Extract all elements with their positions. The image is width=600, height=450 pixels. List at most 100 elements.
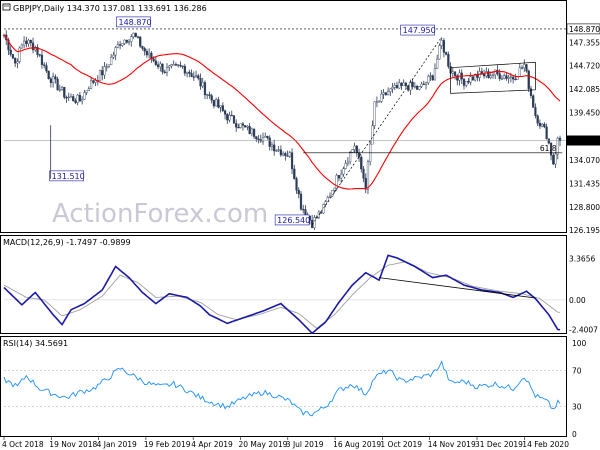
- rsi-line-layer: [3, 360, 566, 417]
- price-candle-body: [391, 87, 394, 90]
- x-tick-label: 4 Jan 2019: [97, 440, 137, 449]
- price-candle-body: [206, 94, 209, 96]
- price-candle-body: [482, 74, 486, 77]
- price-candle-body: [353, 145, 356, 150]
- price-candle-body: [547, 138, 550, 144]
- price-tick-label: 128.800: [569, 203, 600, 212]
- price-candle-body: [326, 197, 329, 202]
- price-candle-body: [467, 80, 470, 83]
- price-candle-body: [156, 64, 160, 68]
- rsi-tick-label: 30: [572, 403, 582, 412]
- price-candle-body: [429, 75, 432, 77]
- x-tick-label: 20 May 2019: [239, 440, 288, 449]
- price-candle-body: [208, 94, 211, 96]
- price-candle-body: [49, 78, 52, 83]
- rsi-tick-label: 70: [572, 366, 582, 375]
- price-candle-body: [81, 99, 84, 102]
- price-candle-body: [232, 115, 236, 124]
- price-candle-body: [384, 92, 387, 95]
- price-candle-body: [72, 96, 75, 102]
- price-candle-body: [244, 125, 247, 128]
- price-candle-body: [538, 122, 542, 127]
- price-candle-body: [471, 76, 475, 81]
- price-header-label: GBPJPY,Daily 134.370 137.081 133.691 136…: [13, 4, 207, 13]
- price-candle-body: [152, 58, 155, 62]
- price-candle-body: [420, 83, 423, 87]
- price-candle-body: [266, 136, 269, 139]
- price-candle-body: [344, 163, 347, 169]
- fib-projection-line: [311, 36, 442, 225]
- price-candle-body: [134, 32, 137, 37]
- price-candle-body: [422, 83, 425, 85]
- price-candle-body: [523, 64, 526, 69]
- price-level-box: [274, 214, 310, 226]
- price-annotations-layer: 148.870 147.950 131.510 126.540 61.8: [4, 16, 566, 226]
- price-candle-body: [47, 70, 50, 79]
- macd-tick-label: 0.00: [569, 296, 586, 305]
- price-candle-body: [163, 71, 166, 73]
- price-candle-body: [159, 63, 162, 68]
- price-candle-body: [83, 92, 86, 100]
- price-candle-body: [453, 71, 457, 76]
- price-candle-body: [87, 88, 90, 92]
- price-candle-body: [43, 64, 46, 66]
- price-candle-body: [400, 82, 403, 86]
- price-candle-body: [360, 156, 363, 170]
- price-candle-body: [427, 76, 430, 84]
- price-candle-body: [319, 211, 323, 214]
- price-candle-body: [469, 76, 472, 83]
- watermark-text: ActionForex.com: [52, 199, 268, 229]
- price-candle-body: [186, 71, 189, 74]
- price-candle-body: [349, 151, 352, 163]
- price-candle-body: [438, 45, 441, 60]
- price-header-icon: [2, 3, 11, 11]
- price-candle-body: [14, 57, 17, 64]
- price-candle-body: [328, 195, 332, 198]
- price-candle-body: [534, 107, 537, 116]
- price-candle-body: [145, 50, 149, 56]
- price-candle-body: [264, 136, 267, 138]
- price-candle-body: [378, 101, 381, 103]
- price-candle-body: [58, 89, 61, 91]
- price-candle-body: [545, 126, 548, 139]
- price-candle-body: [404, 82, 408, 87]
- price-candle-body: [190, 73, 193, 77]
- price-candle-body: [418, 86, 421, 90]
- price-candle-body: [331, 190, 334, 197]
- price-candle-body: [447, 54, 450, 67]
- price-candle-body: [302, 208, 305, 211]
- price-candle-body: [29, 40, 32, 44]
- price-candle-body: [498, 73, 501, 79]
- price-candle-body: [436, 58, 439, 69]
- price-candle-body: [543, 123, 546, 128]
- price-candle-body: [507, 77, 510, 79]
- price-candle-body: [275, 150, 278, 152]
- price-candle-body: [165, 67, 169, 73]
- macd-trendline: [379, 277, 536, 299]
- price-candle-body: [54, 76, 57, 80]
- x-tick-label: 14 Feb 2020: [522, 440, 569, 449]
- price-candle-body: [65, 97, 68, 99]
- price-candle-body: [201, 82, 204, 87]
- price-candle-body: [295, 178, 298, 191]
- price-candle-body: [226, 114, 229, 121]
- rsi-header-label: RSI(14) 34.5691: [3, 339, 68, 348]
- price-candle-body: [78, 94, 82, 102]
- price-candle-body: [286, 155, 289, 157]
- x-tick-label: 4 Oct 2018: [2, 440, 44, 449]
- price-candle-body: [25, 40, 28, 44]
- last-price-marker: [567, 135, 600, 146]
- price-candle-body: [127, 41, 131, 43]
- price-candle-body: [373, 101, 376, 126]
- price-candle-body: [518, 67, 521, 77]
- price-candle-body: [558, 137, 562, 142]
- price-candle-body: [250, 128, 253, 134]
- price-candle-body: [194, 75, 198, 77]
- price-candle-body: [197, 75, 200, 79]
- x-tick-label: 19 Nov 2018: [49, 440, 97, 449]
- price-candle-body: [491, 74, 495, 77]
- price-candle-body: [290, 152, 294, 170]
- price-candle-body: [183, 66, 186, 74]
- price-candle-body: [549, 143, 553, 156]
